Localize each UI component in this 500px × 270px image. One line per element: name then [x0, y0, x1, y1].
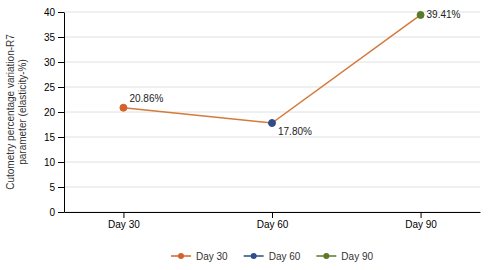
- x-tick-mark: [272, 212, 273, 218]
- y-tick-mark: [58, 187, 64, 188]
- legend-item: Day 60: [244, 251, 301, 262]
- chart: 0 5 10 15 20 25 30 35 40 Day 30 Day 60 Day 90 Cutome…: [0, 0, 500, 270]
- y-tick: 30: [44, 57, 64, 68]
- legend-marker: [251, 253, 257, 259]
- data-label: 20.86%: [129, 93, 163, 104]
- grid: [64, 12, 480, 212]
- legend-marker: [323, 253, 329, 259]
- y-tick-label: 35: [44, 32, 56, 43]
- data-label: 17.80%: [278, 126, 312, 137]
- y-tick-mark: [58, 137, 64, 138]
- y-tick-label: 40: [44, 7, 56, 18]
- x-tick-mark: [421, 212, 422, 218]
- y-tick-mark: [58, 162, 64, 163]
- legend-item: Day 30: [171, 251, 228, 262]
- y-tick-mark: [58, 12, 64, 13]
- marker: [417, 11, 424, 18]
- grid-line: [64, 62, 480, 63]
- y-tick-mark: [58, 87, 64, 88]
- y-tick: 25: [44, 82, 64, 93]
- x-tick-label: Day 90: [405, 219, 437, 230]
- x-tick: Day 30: [108, 212, 140, 230]
- y-tick-label: 25: [44, 82, 56, 93]
- y-tick: 10: [44, 157, 64, 168]
- y-tick-label: 0: [49, 207, 55, 218]
- y-tick-mark: [58, 112, 64, 113]
- y-tick: 40: [44, 7, 64, 18]
- y-axis-title: Cutometry percentage variation-R7paramet…: [5, 34, 28, 190]
- legend: Day 30 Day 60 Day 90: [171, 251, 373, 262]
- y-tick-mark: [58, 212, 64, 213]
- plot-area: [120, 11, 424, 126]
- line: [123, 15, 420, 123]
- data-labels: 20.86% 17.80% 39.41%: [129, 9, 460, 137]
- legend-label: Day 60: [269, 251, 301, 262]
- grid-line: [64, 87, 480, 88]
- y-tick-mark: [58, 37, 64, 38]
- y-tick-mark: [58, 62, 64, 63]
- grid-line: [64, 162, 480, 163]
- y-tick-label: 30: [44, 57, 56, 68]
- data-label: 39.41%: [427, 9, 461, 20]
- x-tick: Day 60: [257, 212, 289, 230]
- x-tick-label: Day 30: [108, 219, 140, 230]
- y-tick-label: 15: [44, 132, 56, 143]
- legend-label: Day 90: [341, 251, 373, 262]
- grid-line: [64, 187, 480, 188]
- x-tick-label: Day 60: [257, 219, 289, 230]
- legend-marker: [178, 253, 184, 259]
- y-tick: 15: [44, 132, 64, 143]
- grid-line: [64, 137, 480, 138]
- y-axis: 0 5 10 15 20 25 30 35 40: [44, 7, 65, 218]
- x-axis: Day 30 Day 60 Day 90: [65, 212, 481, 230]
- legend-item: Day 90: [316, 251, 373, 262]
- y-tick: 35: [44, 32, 64, 43]
- grid-line: [64, 112, 480, 113]
- x-tick: Day 90: [405, 212, 437, 230]
- grid-line: [64, 37, 480, 38]
- legend-label: Day 30: [196, 251, 228, 262]
- y-tick: 0: [49, 207, 64, 218]
- y-tick: 5: [49, 182, 64, 193]
- marker: [120, 104, 127, 111]
- marker: [269, 120, 276, 127]
- y-tick-label: 5: [49, 182, 55, 193]
- y-tick: 20: [44, 107, 64, 118]
- x-tick-mark: [123, 212, 124, 218]
- y-axis-line: [64, 13, 65, 213]
- y-tick-label: 20: [44, 107, 56, 118]
- y-tick-label: 10: [44, 157, 56, 168]
